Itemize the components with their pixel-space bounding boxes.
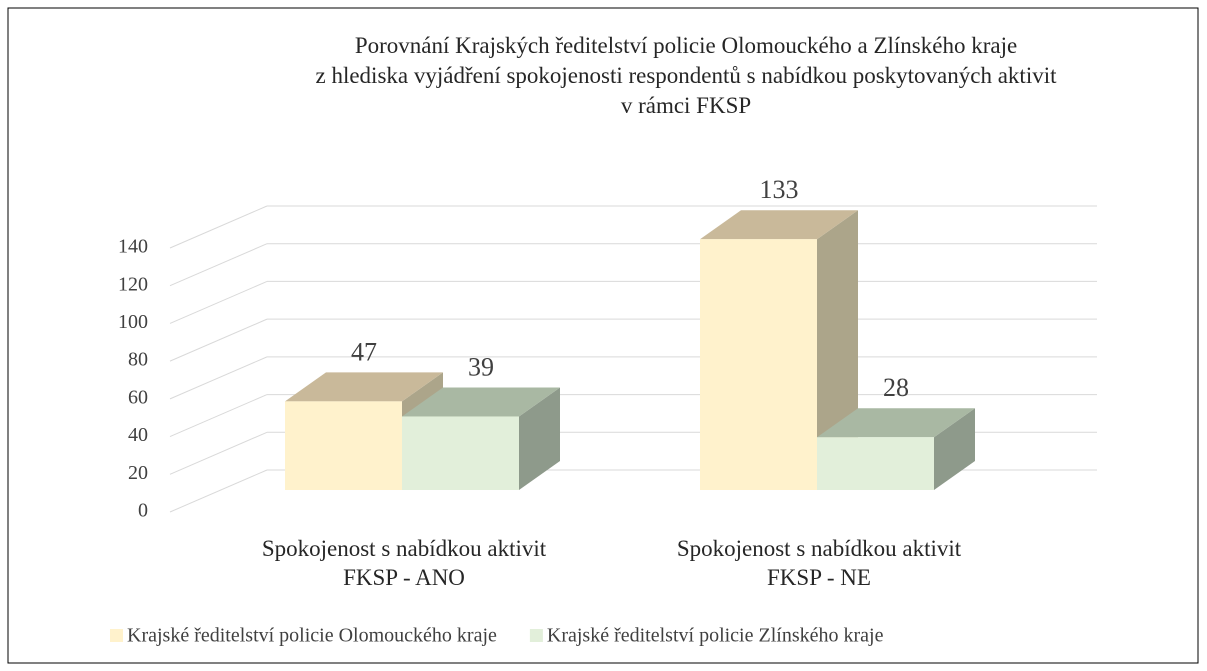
y-tick-label: 0 xyxy=(138,500,148,522)
data-label: 47 xyxy=(351,337,377,366)
grid-line xyxy=(169,318,268,362)
legend-label: Krajské ředitelství policie Olomouckého … xyxy=(127,625,497,647)
bar xyxy=(402,416,519,490)
chart-title: Porovnání Krajských ředitelství policie … xyxy=(316,33,1058,118)
frame xyxy=(7,7,1199,664)
y-tick-label: 40 xyxy=(128,424,148,446)
grid-line xyxy=(169,394,268,438)
legend-swatch xyxy=(529,629,543,642)
bar-top xyxy=(285,372,443,402)
bar xyxy=(817,437,934,490)
legend-swatch xyxy=(110,629,123,642)
grid-line xyxy=(169,431,268,475)
y-tick-label: 80 xyxy=(128,349,148,371)
data-label: 133 xyxy=(760,175,799,204)
data-label: 28 xyxy=(883,373,909,402)
grid-line xyxy=(169,280,268,324)
x-tick-label: Spokojenost s nabídkou aktivit FKSP - ANO xyxy=(262,536,547,590)
bar-side xyxy=(934,408,975,490)
grid-line xyxy=(169,469,268,513)
bar xyxy=(285,401,402,490)
y-tick-label: 20 xyxy=(128,462,148,484)
bar-top xyxy=(402,387,560,417)
bar-top xyxy=(817,408,975,438)
data-label: 39 xyxy=(468,352,494,381)
grid-line xyxy=(169,356,268,400)
x-tick-label: Spokojenost s nabídkou aktivit FKSP - NE xyxy=(677,536,962,590)
y-tick-label: 60 xyxy=(128,386,148,408)
bar-top xyxy=(700,210,858,240)
legend-label: Krajské ředitelství policie Zlínského kr… xyxy=(547,625,884,647)
bar xyxy=(700,239,817,490)
y-tick-label: 140 xyxy=(118,236,148,258)
grid-line xyxy=(169,243,268,287)
y-tick-label: 100 xyxy=(118,311,148,333)
bar-side xyxy=(519,387,560,490)
grid-line xyxy=(169,205,268,249)
y-tick-label: 120 xyxy=(118,273,148,295)
